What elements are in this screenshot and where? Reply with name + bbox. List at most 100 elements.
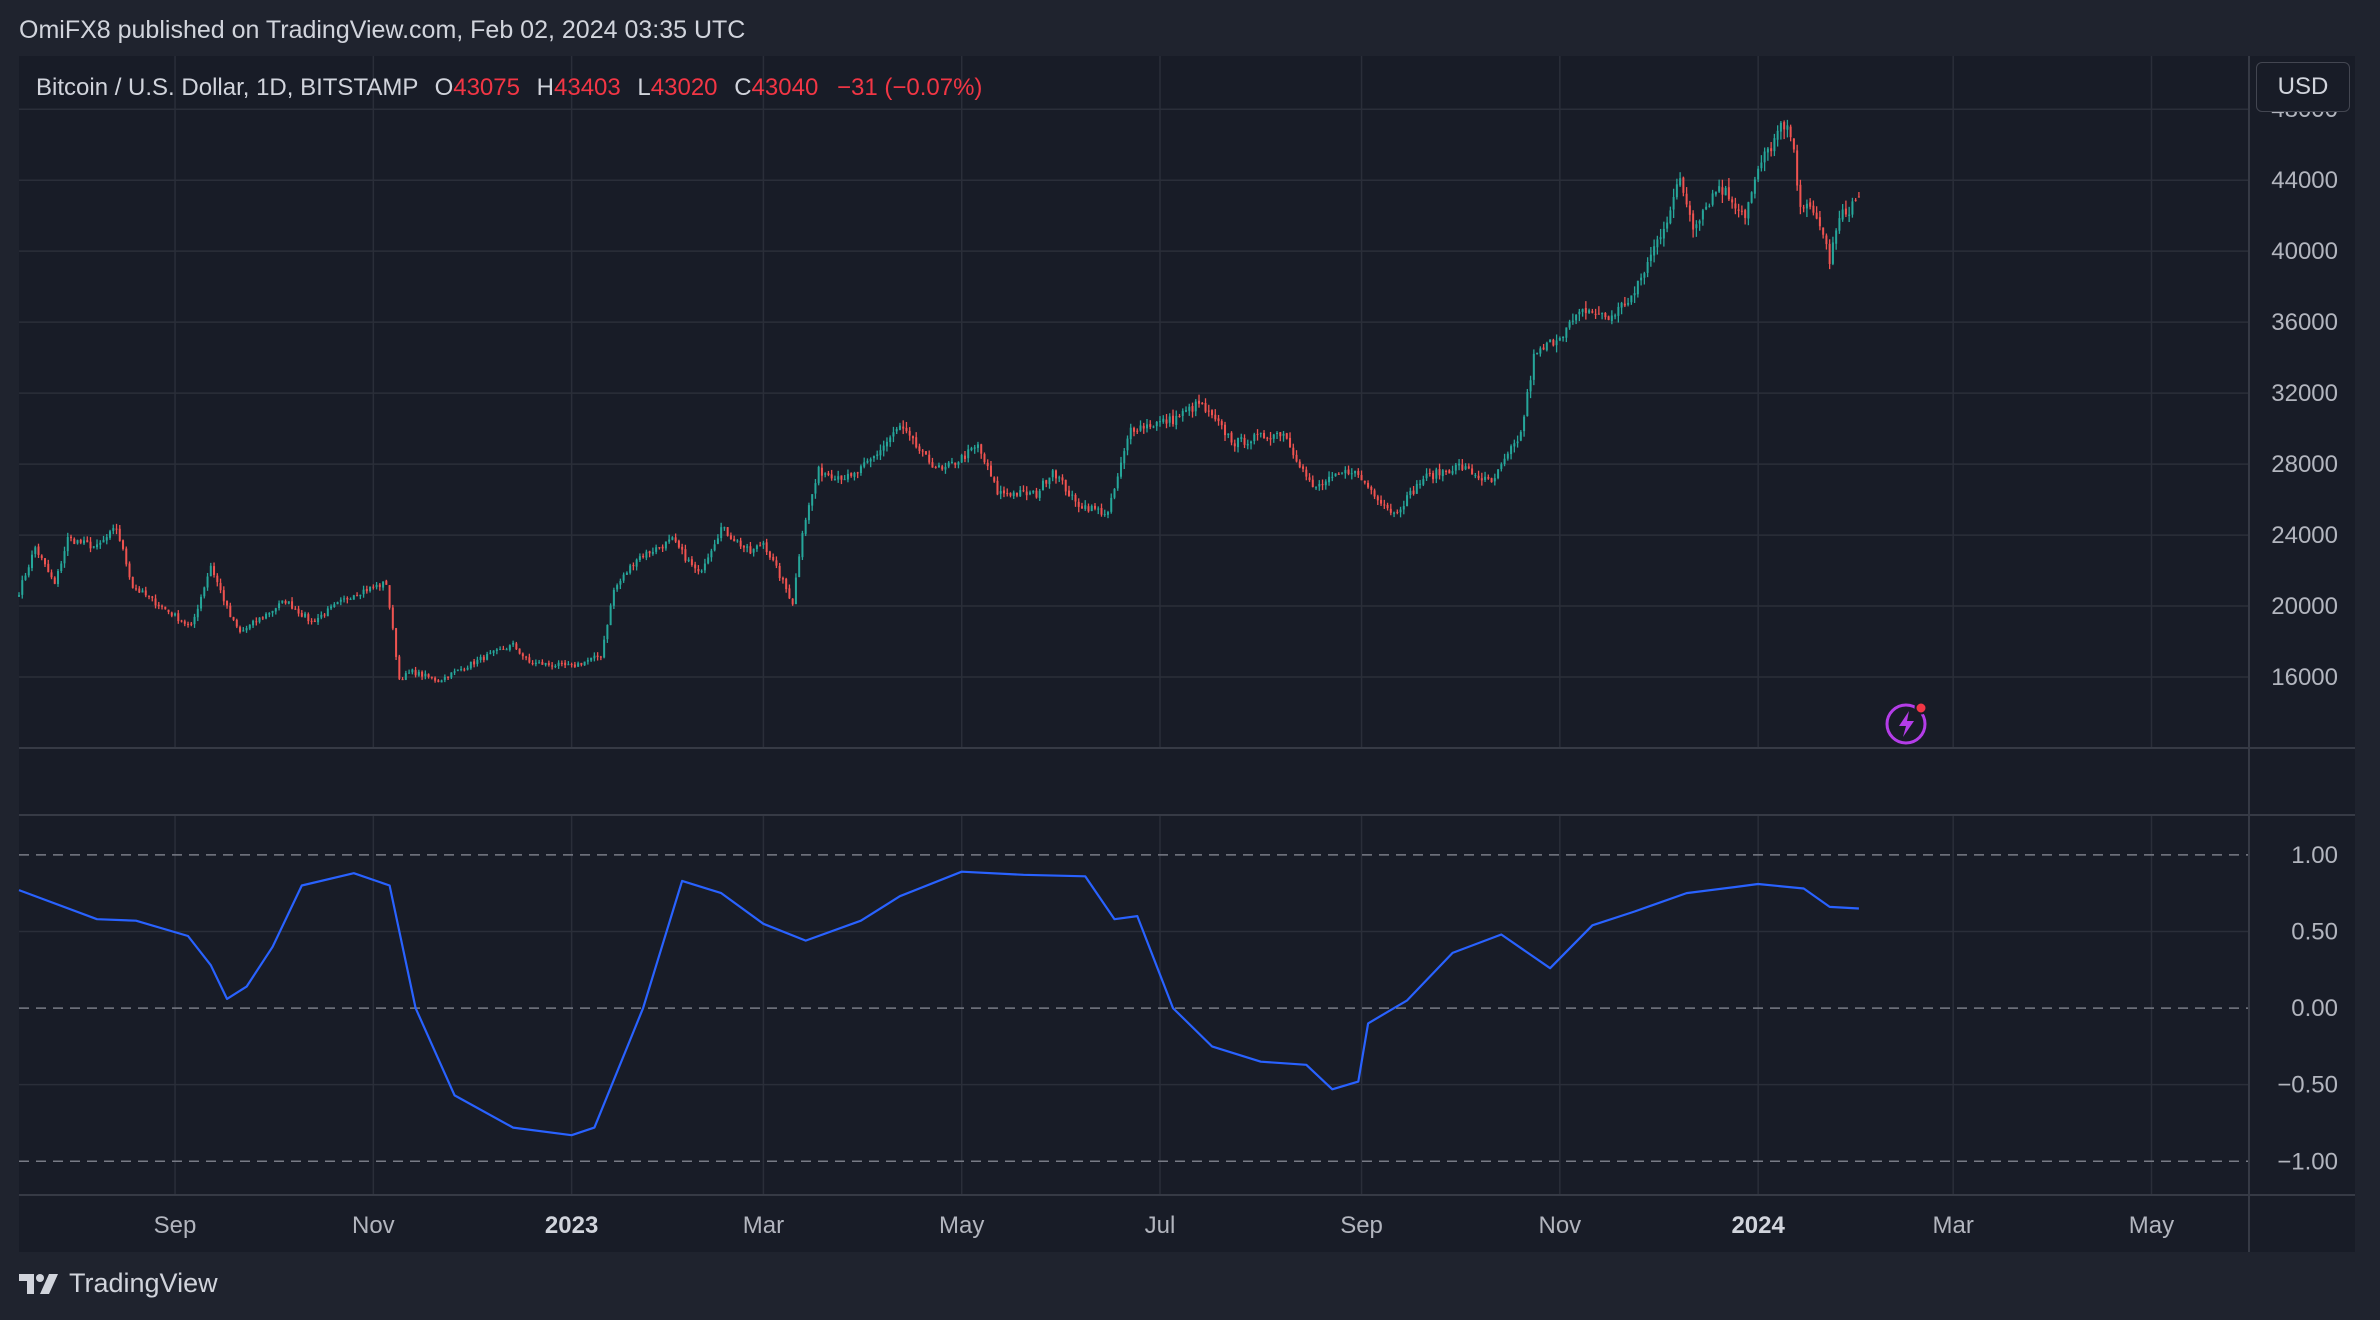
candle-body: [733, 538, 736, 542]
candle-body: [232, 617, 235, 620]
candle: [1188, 403, 1191, 416]
candle: [1500, 462, 1503, 472]
candle-body: [642, 555, 645, 558]
candle-body: [905, 427, 908, 432]
candle-body: [450, 672, 453, 678]
candle: [1347, 465, 1350, 476]
candle-body: [1542, 347, 1545, 350]
candle: [967, 444, 970, 463]
candle: [720, 522, 723, 542]
price-tick-label: 20000: [2271, 593, 2338, 620]
candle: [915, 432, 918, 449]
candle-body: [1857, 196, 1860, 198]
candle: [1666, 216, 1669, 233]
candle-body: [664, 541, 667, 549]
candle: [1545, 341, 1548, 352]
candle-body: [1318, 483, 1321, 487]
candle-body: [1669, 210, 1672, 224]
candle-body: [349, 599, 352, 601]
candle: [648, 550, 651, 558]
candle: [830, 469, 833, 481]
candle-body: [151, 596, 154, 598]
candle: [138, 586, 141, 594]
candle-body: [365, 588, 368, 592]
candle-body: [1685, 193, 1688, 205]
candle: [1067, 485, 1070, 497]
candle: [1009, 492, 1012, 498]
candle-body: [895, 429, 898, 432]
candle-body: [1597, 313, 1600, 315]
indicator-tick-label: 0.50: [2291, 918, 2338, 945]
candle: [1607, 315, 1610, 321]
candle-body: [1165, 419, 1168, 424]
candle-body: [677, 540, 680, 548]
candle-body: [239, 627, 242, 632]
candle: [187, 621, 190, 628]
candle: [1207, 404, 1210, 417]
candle: [739, 537, 742, 550]
candle: [853, 471, 856, 481]
candle-body: [216, 575, 219, 583]
candle-body: [430, 676, 433, 678]
candle-body: [27, 567, 30, 576]
candle-body: [554, 666, 557, 668]
lightning-bolt-icon[interactable]: [1884, 698, 1932, 746]
candle: [989, 460, 992, 477]
candle: [1269, 431, 1272, 446]
candle: [128, 561, 131, 580]
candle: [1093, 503, 1096, 511]
candle: [811, 494, 814, 511]
candle-body: [1386, 504, 1389, 509]
candle: [1402, 500, 1405, 515]
candle-body: [590, 657, 593, 661]
candle: [1490, 477, 1493, 483]
candle-body: [213, 566, 216, 575]
candle-body: [492, 650, 495, 653]
candle-body: [1835, 230, 1838, 244]
candle-body: [1464, 466, 1467, 470]
candle: [889, 435, 892, 447]
currency-button[interactable]: USD: [2256, 62, 2350, 112]
candle-body: [1136, 430, 1139, 432]
candle: [947, 461, 950, 469]
candle: [222, 586, 225, 606]
candle-body: [765, 542, 768, 553]
candle: [248, 624, 251, 631]
candle: [333, 602, 336, 608]
candle-body: [687, 559, 690, 562]
candle-body: [17, 595, 21, 597]
candle-body: [1149, 424, 1152, 427]
candle: [1432, 470, 1435, 484]
candle: [671, 536, 674, 541]
candle-body: [1230, 432, 1233, 443]
candle: [824, 472, 827, 478]
candle-body: [915, 437, 918, 448]
low-label: L: [637, 74, 651, 101]
candle-body: [34, 547, 37, 554]
candle: [1672, 188, 1675, 219]
candle-body: [66, 537, 69, 552]
candle-body: [1041, 480, 1044, 491]
candle-body: [690, 559, 693, 565]
price-tick-label: 44000: [2271, 167, 2338, 194]
x-tick-label: May: [2129, 1212, 2174, 1239]
footer-brand[interactable]: TradingView: [19, 1268, 218, 1299]
candle: [1497, 469, 1500, 480]
candle-body: [284, 601, 287, 604]
candle: [1766, 146, 1769, 161]
candle-body: [135, 588, 138, 590]
candle-body: [1708, 205, 1711, 207]
candle: [469, 661, 472, 670]
x-tick-label: Jul: [1145, 1212, 1176, 1239]
candle-body: [573, 664, 576, 667]
candle: [1198, 394, 1201, 408]
candle-body: [1308, 477, 1311, 480]
candle-body: [856, 472, 859, 474]
candle: [427, 673, 430, 679]
candle: [1240, 433, 1243, 443]
candle-body: [534, 662, 537, 665]
candle-body: [499, 649, 502, 651]
candle: [742, 545, 745, 553]
candle: [177, 610, 180, 624]
